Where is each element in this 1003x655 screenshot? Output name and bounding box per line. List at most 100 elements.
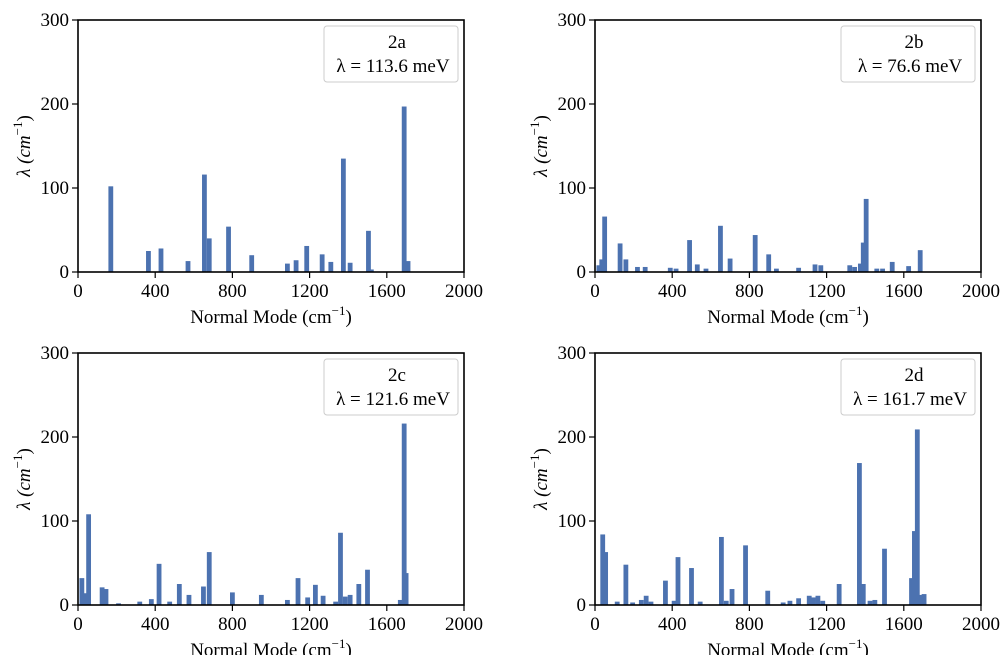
x-tick-label: 800 xyxy=(218,281,247,302)
bar-2a-11 xyxy=(319,254,325,272)
x-tick-label: 1600 xyxy=(368,281,406,302)
bar-2c-2 xyxy=(86,514,92,605)
x-axis-label-close: ) xyxy=(345,640,351,655)
bar-2d-19 xyxy=(787,600,793,605)
y-tick-label: 100 xyxy=(41,511,70,532)
bar-2b-17 xyxy=(796,267,802,272)
bar-2d-31 xyxy=(909,578,914,605)
bar-2d-2 xyxy=(614,601,620,605)
legend-box xyxy=(840,25,976,83)
bar-2c-21 xyxy=(333,601,339,605)
bar-2c-29 xyxy=(403,573,409,605)
legend-box xyxy=(323,358,459,416)
x-axis-label: Normal Mode (cm−1) xyxy=(707,636,869,655)
bar-2c-5 xyxy=(116,603,121,605)
bar-2b-0 xyxy=(596,265,602,272)
y-tick-label: 100 xyxy=(558,178,587,199)
bar-2d-23 xyxy=(815,595,821,605)
bar-2d-4 xyxy=(630,602,636,605)
bar-2c-22 xyxy=(338,532,343,605)
x-tick-label: 1600 xyxy=(368,614,406,635)
axes-frame xyxy=(594,352,982,606)
bar-2a-5 xyxy=(206,238,212,272)
y-tick-label: 200 xyxy=(558,94,587,115)
bar-2b-24 xyxy=(863,198,869,272)
bar-2b-1 xyxy=(599,259,605,272)
x-tick-label: 400 xyxy=(141,614,170,635)
bar-2b-26 xyxy=(880,268,885,272)
bar-2d-5 xyxy=(638,599,644,605)
bar-2a-6 xyxy=(226,226,231,272)
bar-2d-7 xyxy=(648,601,654,605)
bar-2c-26 xyxy=(365,569,370,605)
bar-2b-6 xyxy=(642,266,648,272)
bar-2b-10 xyxy=(694,264,700,272)
bar-2a-13 xyxy=(340,158,346,272)
x-axis-label-close: ) xyxy=(862,640,868,655)
x-tick-label: 0 xyxy=(73,614,83,635)
legend-lambda: λ = 113.6 meV xyxy=(336,56,449,77)
y-axis-label-main: λ (cm xyxy=(14,468,35,510)
x-tick-label: 2000 xyxy=(962,614,1000,635)
bar-2c-14 xyxy=(230,592,235,605)
x-tick-label: 400 xyxy=(141,281,170,302)
bar-2c-17 xyxy=(295,578,301,605)
bar-2c-3 xyxy=(99,587,105,605)
bar-2a-15 xyxy=(366,230,371,272)
y-tick-label: 100 xyxy=(558,511,587,532)
bar-2b-9 xyxy=(687,240,692,272)
bar-2d-27 xyxy=(860,584,866,605)
bar-2b-5 xyxy=(635,266,640,272)
bar-2d-6 xyxy=(643,595,649,605)
x-tick-label: 0 xyxy=(590,281,600,302)
bar-2c-20 xyxy=(320,595,326,605)
y-tick-label: 200 xyxy=(558,427,587,448)
x-tick-label: 2000 xyxy=(445,614,483,635)
bar-2c-9 xyxy=(167,601,173,605)
bar-2c-27 xyxy=(397,599,403,605)
bar-2d-30 xyxy=(882,548,887,605)
bar-2b-15 xyxy=(766,254,772,272)
bar-2d-20 xyxy=(796,598,802,605)
y-axis-label-main: λ (cm xyxy=(14,135,35,177)
bar-2b-25 xyxy=(874,268,880,272)
bar-2d-17 xyxy=(765,590,771,605)
legend-lambda: λ = 121.6 meV xyxy=(336,389,450,410)
bar-2b-20 xyxy=(847,265,853,272)
bar-2a-17 xyxy=(401,106,407,273)
x-axis-label-sup: −1 xyxy=(849,303,863,318)
legend-label: 2a xyxy=(388,32,407,53)
legend-label: 2d xyxy=(905,365,925,386)
legend-lambda: λ = 76.6 meV xyxy=(858,56,963,77)
x-axis-label-close: ) xyxy=(345,307,351,328)
bar-2c-25 xyxy=(356,584,362,605)
x-tick-label: 400 xyxy=(658,281,687,302)
x-tick-label: 400 xyxy=(658,614,687,635)
y-axis-label-close: ) xyxy=(14,115,35,121)
bar-2a-18 xyxy=(405,261,411,272)
y-tick-label: 0 xyxy=(60,595,70,616)
y-axis-label: λ (cm−1) xyxy=(10,115,35,178)
bar-2d-13 xyxy=(719,536,724,605)
y-tick-label: 0 xyxy=(577,262,587,283)
y-tick-label: 200 xyxy=(41,427,70,448)
bar-2b-13 xyxy=(727,258,733,272)
bar-2b-18 xyxy=(812,264,818,272)
bar-2a-16 xyxy=(368,269,374,272)
x-tick-label: 1600 xyxy=(885,614,923,635)
axes-frame xyxy=(594,19,982,273)
bar-2b-21 xyxy=(852,266,857,272)
bar-2d-18 xyxy=(780,602,786,605)
bar-2b-2 xyxy=(602,216,608,272)
y-tick-label: 300 xyxy=(558,10,587,31)
bar-2c-16 xyxy=(285,599,290,605)
x-tick-label: 1200 xyxy=(291,614,329,635)
panel-2c: 0 400 800 1200 1600 2000 0 100 200 300 Normal Mode… xyxy=(10,343,483,655)
bar-2d-11 xyxy=(689,568,694,605)
bar-2c-0 xyxy=(79,578,85,605)
bar-2b-8 xyxy=(673,268,679,272)
bar-2c-13 xyxy=(206,552,212,605)
y-axis-label: λ (cm−1) xyxy=(10,448,35,511)
bar-2b-4 xyxy=(623,259,629,272)
